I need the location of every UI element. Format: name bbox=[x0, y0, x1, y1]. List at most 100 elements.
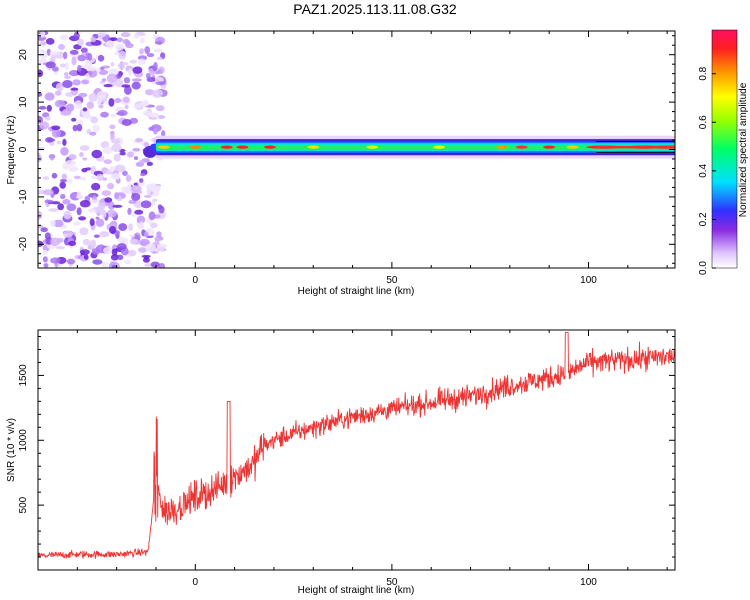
noise-blob bbox=[144, 256, 150, 260]
noise-blob bbox=[132, 78, 142, 82]
noise-blob bbox=[148, 70, 156, 76]
noise-blob bbox=[65, 159, 77, 167]
noise-blob bbox=[138, 58, 146, 65]
noise-blob bbox=[139, 37, 145, 44]
noise-blob bbox=[117, 62, 126, 70]
noise-blob bbox=[38, 261, 42, 267]
signal-peak bbox=[263, 145, 276, 149]
noise-blob bbox=[66, 258, 76, 265]
noise-blob bbox=[57, 203, 65, 211]
noise-blob bbox=[131, 192, 141, 201]
noise-blob bbox=[76, 123, 83, 132]
signal-peak bbox=[157, 145, 170, 149]
snr-ticks: 0 50 100 500 1000 1500 bbox=[18, 330, 675, 588]
noise-blob bbox=[146, 161, 153, 167]
noise-blob bbox=[111, 248, 118, 256]
noise-blob bbox=[101, 209, 107, 219]
noise-blob bbox=[82, 238, 91, 246]
noise-blob bbox=[116, 37, 124, 43]
noise-blob bbox=[114, 192, 119, 200]
noise-blob bbox=[63, 230, 73, 238]
noise-blob bbox=[129, 59, 137, 64]
noise-blob bbox=[93, 234, 100, 238]
noise-blob bbox=[129, 234, 136, 238]
signal-peak bbox=[543, 145, 556, 149]
noise-blob bbox=[60, 147, 69, 156]
noise-blob bbox=[79, 199, 91, 208]
noise-blob bbox=[130, 185, 142, 193]
noise-blob bbox=[43, 189, 54, 196]
noise-blob bbox=[114, 164, 126, 173]
noise-blob bbox=[106, 73, 118, 83]
noise-blob bbox=[123, 85, 132, 95]
noise-blob bbox=[40, 227, 48, 233]
noise-blob bbox=[38, 240, 44, 248]
noise-blob bbox=[128, 249, 137, 257]
noise-blob bbox=[122, 96, 130, 103]
noise-blob bbox=[103, 159, 113, 165]
noise-blob bbox=[96, 67, 101, 73]
noise-blob bbox=[131, 81, 141, 90]
noise-blob bbox=[89, 218, 95, 227]
noise-blob bbox=[138, 159, 145, 165]
noise-blob bbox=[110, 173, 121, 180]
noise-blob bbox=[39, 58, 47, 64]
noise-blob bbox=[66, 103, 75, 112]
noise-blob bbox=[107, 182, 115, 190]
noise-blob bbox=[80, 47, 88, 54]
noise-blob bbox=[116, 243, 127, 251]
noise-blob bbox=[44, 199, 54, 203]
noise-blob bbox=[62, 199, 71, 205]
snr-y-tick-label: 1000 bbox=[18, 429, 29, 452]
noise-blob bbox=[116, 111, 125, 116]
colorbar-tick-label: 0.6 bbox=[698, 115, 709, 129]
noise-blob bbox=[89, 208, 96, 213]
noise-blob bbox=[144, 46, 151, 55]
noise-blob bbox=[40, 41, 47, 46]
noise-blob bbox=[92, 259, 103, 265]
noise-blob bbox=[103, 247, 112, 255]
noise-blob bbox=[51, 201, 61, 205]
noise-blob bbox=[108, 97, 115, 107]
noise-blob bbox=[40, 31, 46, 38]
noise-blob bbox=[60, 34, 69, 41]
noise-blob bbox=[161, 130, 166, 138]
noise-blob bbox=[155, 105, 165, 112]
colorbar-tick-label: 0.4 bbox=[698, 163, 709, 177]
colorbar-label: Normalized spectral amplitude bbox=[738, 82, 749, 217]
noise-blob bbox=[44, 116, 51, 121]
noise-blob bbox=[72, 79, 81, 86]
noise-blob bbox=[81, 167, 88, 173]
noise-blob bbox=[82, 157, 88, 161]
noise-blob bbox=[51, 125, 61, 131]
colorbar: 0.0 0.2 0.4 0.6 0.8 Normalized spectral ampl… bbox=[698, 29, 749, 275]
signal-peak bbox=[495, 145, 508, 149]
noise-blob bbox=[128, 199, 137, 204]
noise-blob bbox=[114, 51, 119, 56]
page-title: PAZ1.2025.113.11.08.G32 bbox=[293, 1, 457, 17]
noise-blob bbox=[123, 77, 131, 84]
noise-blob bbox=[126, 151, 134, 158]
noise-blob bbox=[113, 153, 121, 162]
noise-blob bbox=[81, 79, 90, 85]
noise-blob bbox=[89, 199, 100, 204]
noise-blob bbox=[92, 124, 100, 133]
noise-blob bbox=[134, 209, 144, 215]
noise-blob bbox=[50, 237, 61, 247]
noise-blob bbox=[55, 82, 64, 92]
noise-blob bbox=[54, 90, 62, 96]
noise-blob bbox=[45, 61, 56, 69]
noise-blob bbox=[64, 62, 69, 71]
noise-blob bbox=[43, 263, 49, 268]
noise-blob bbox=[110, 132, 115, 141]
noise-blob bbox=[127, 182, 132, 191]
colorbar-tick-label: 0.8 bbox=[698, 66, 709, 80]
noise-blob bbox=[156, 56, 163, 61]
noise-blob bbox=[136, 215, 146, 224]
spectrogram-x-axis-label: Height of straight line (km) bbox=[298, 286, 415, 297]
signal-peak bbox=[220, 145, 233, 149]
noise-blob bbox=[63, 51, 68, 60]
noise-blob bbox=[156, 231, 162, 238]
noise-blob bbox=[90, 175, 98, 180]
noise-blob bbox=[102, 146, 113, 155]
